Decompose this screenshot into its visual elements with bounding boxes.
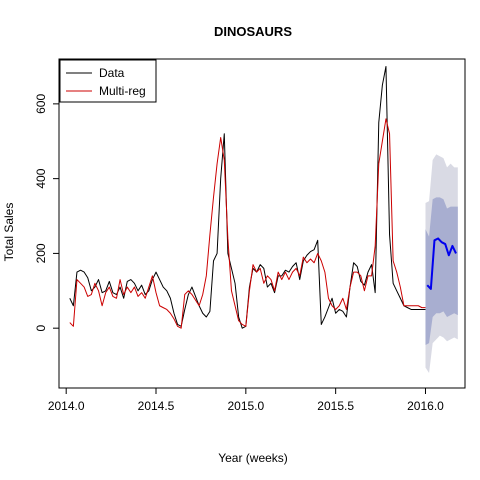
plot-frame <box>58 58 466 389</box>
y-tick-label: 400 <box>34 168 48 188</box>
y-axis-label: Total Sales <box>2 203 16 262</box>
forecast-bands <box>425 154 458 374</box>
legend-label-multi-reg: Multi-reg <box>99 84 146 98</box>
x-tick-label: 2014.0 <box>48 399 85 413</box>
x-tick-label: 2015.0 <box>227 399 264 413</box>
y-tick-label: 600 <box>34 94 48 114</box>
y-tick-label: 200 <box>34 243 48 263</box>
legend-box <box>59 59 157 103</box>
legend-label-data: Data <box>99 66 125 80</box>
x-tick-label: 2016.0 <box>407 399 444 413</box>
chart-title: DINOSAURS <box>214 24 292 39</box>
x-axis: 2014.0 2014.5 2015.0 2015.5 2016.0 <box>48 387 444 413</box>
series-line-data <box>69 65 426 329</box>
x-tick-label: 2015.5 <box>317 399 354 413</box>
x-tick-label: 2014.5 <box>138 399 175 413</box>
forecast-band-inner <box>425 197 458 346</box>
series-lines <box>69 65 457 329</box>
series-line-forecast <box>426 237 457 290</box>
legend: Data Multi-reg <box>59 59 157 103</box>
y-tick-label: 0 <box>34 325 48 332</box>
series-line-multi-reg <box>69 118 426 329</box>
y-axis: 0 200 400 600 <box>34 94 60 332</box>
x-axis-label: Year (weeks) <box>218 451 288 465</box>
